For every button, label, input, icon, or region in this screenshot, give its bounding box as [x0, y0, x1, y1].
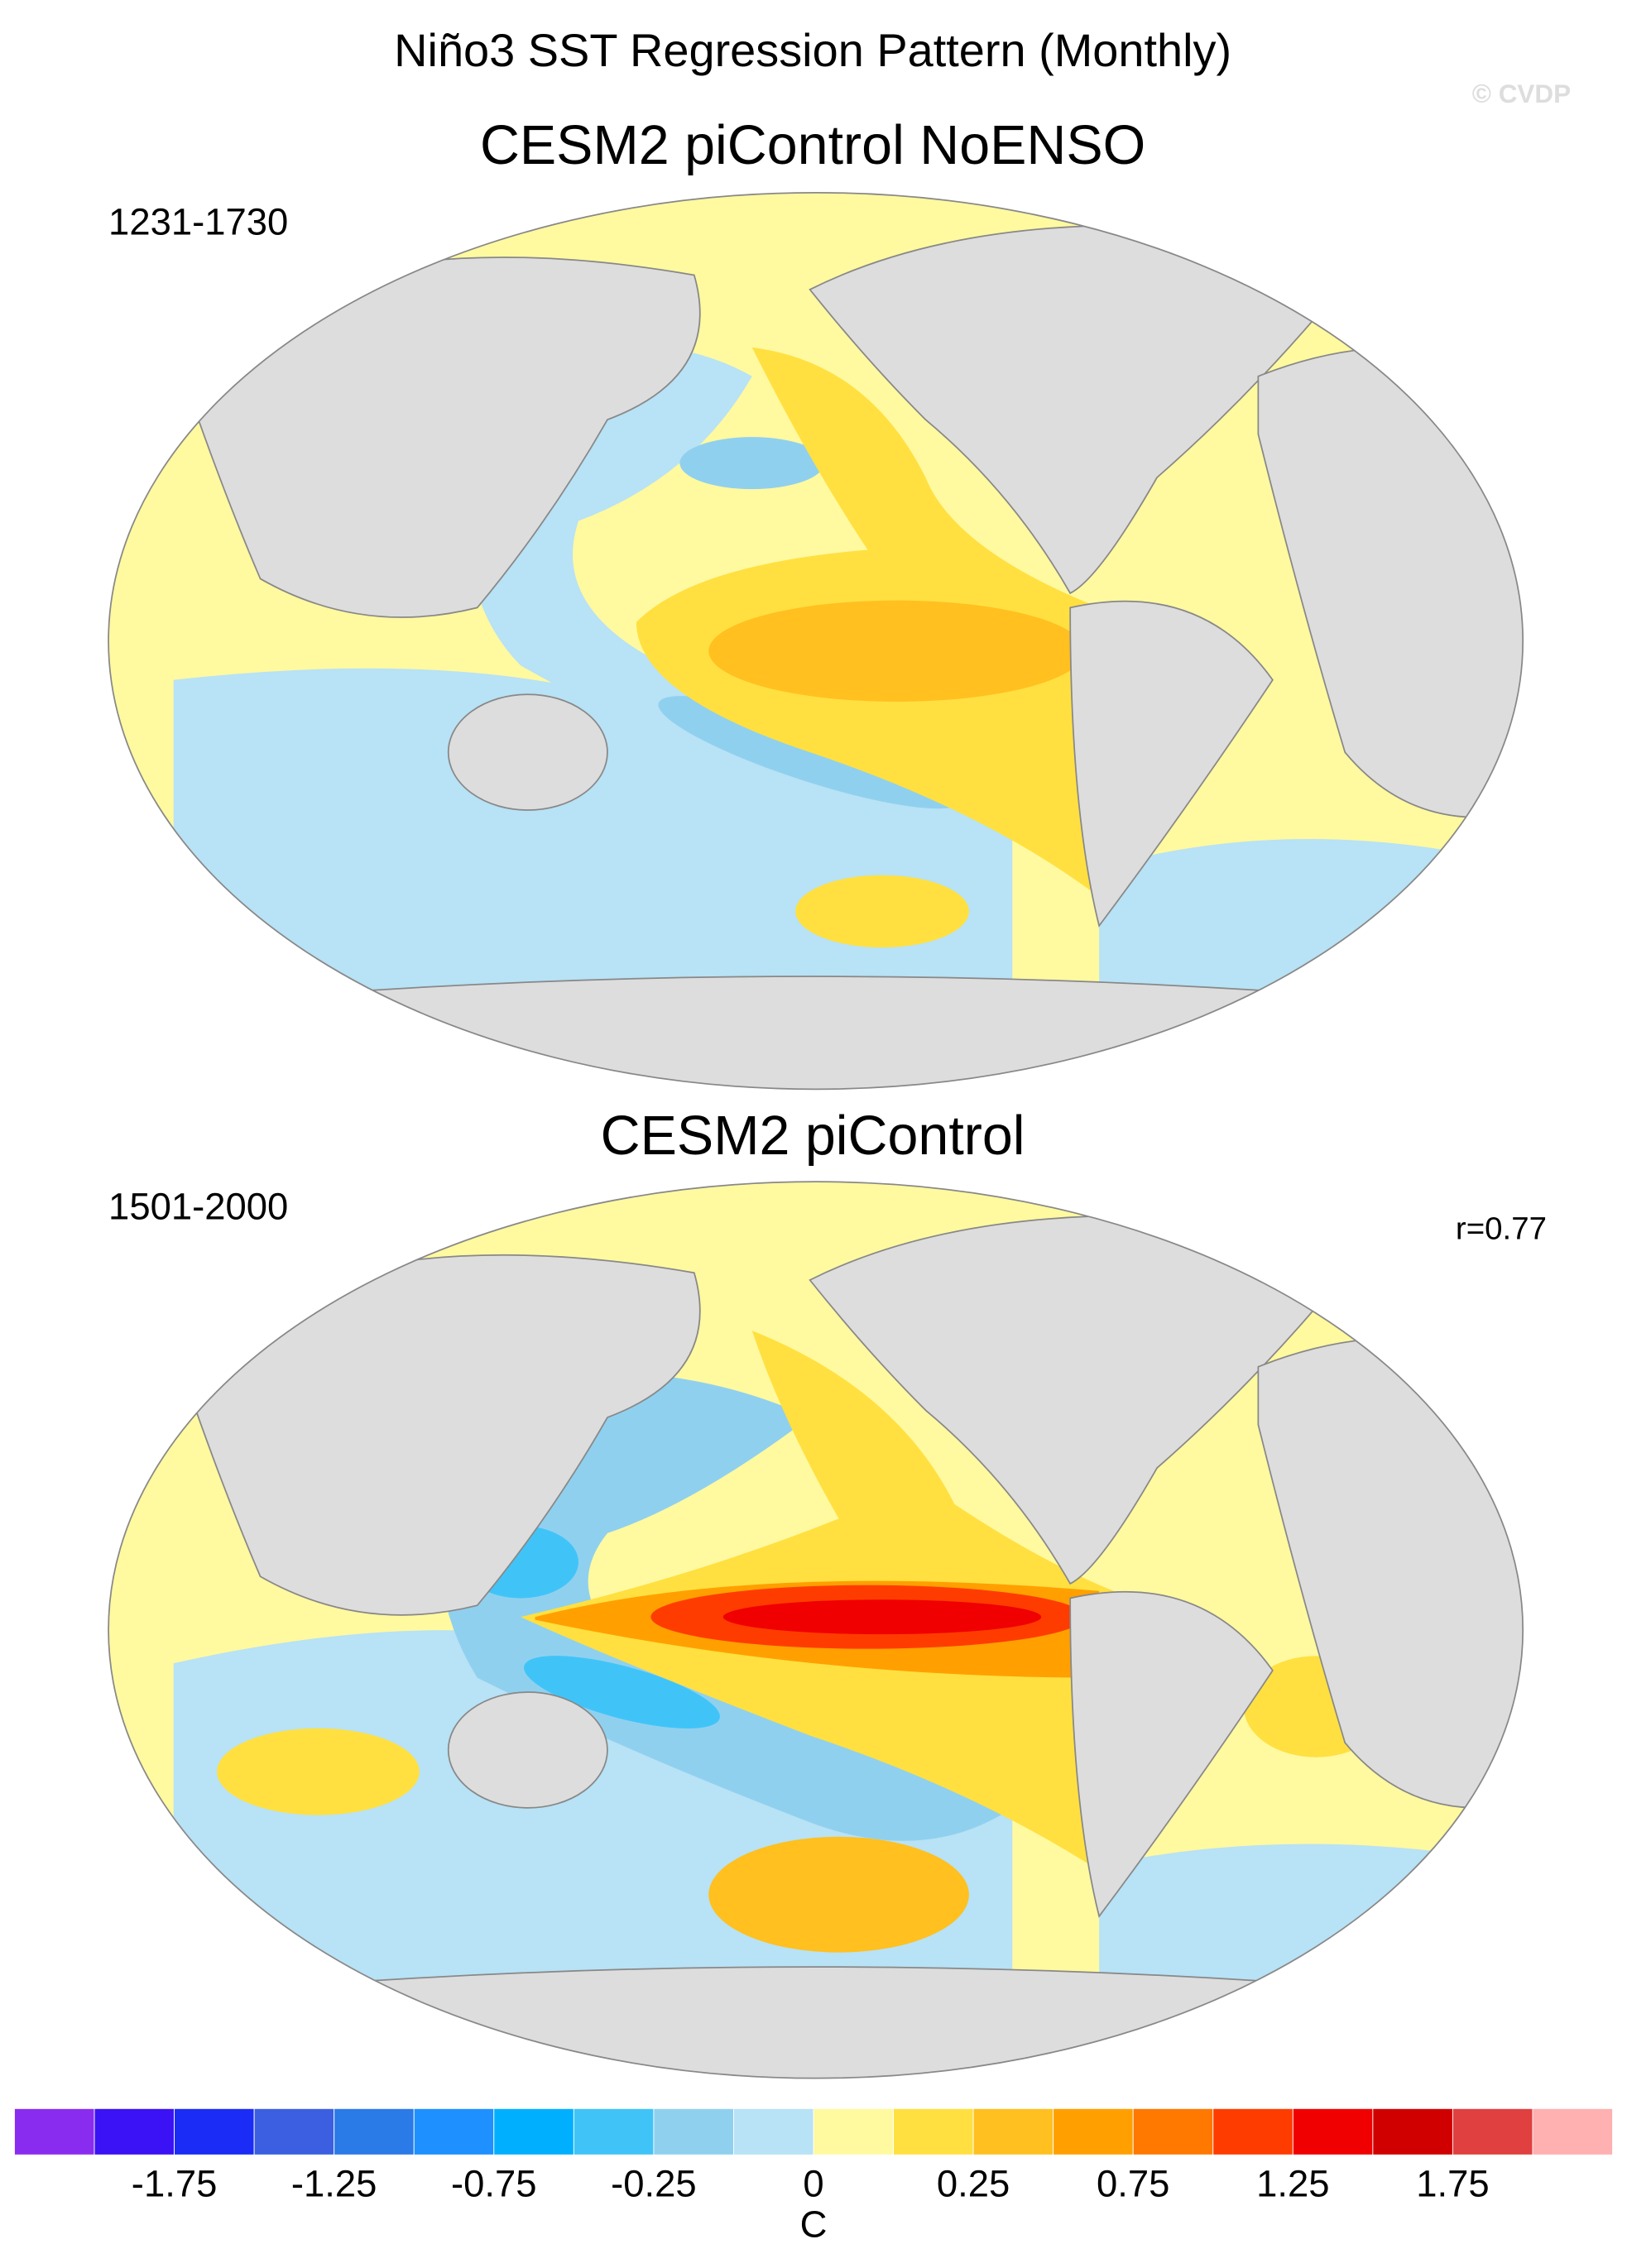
colorbar-unit: C — [800, 2203, 828, 2246]
colorbar-tick-label: 0.25 — [937, 2163, 1010, 2205]
colorbar-tick-label: 0 — [803, 2163, 823, 2205]
correlation-label: r=0.77 — [1456, 1211, 1547, 1247]
colorbar-box — [893, 2107, 974, 2155]
panel-title: CESM2 piControl — [601, 1105, 1025, 1167]
colorbar-box — [813, 2107, 894, 2155]
colorbar-box — [94, 2107, 175, 2155]
panel-period: 1501-2000 — [108, 1185, 288, 1227]
map-outline — [108, 191, 1524, 1091]
colorbar-box — [1452, 2107, 1533, 2155]
panel-title: CESM2 piControl NoENSO — [480, 115, 1145, 176]
map — [108, 1182, 1524, 2079]
colorbar-box — [1212, 2107, 1293, 2155]
colorbar-box — [653, 2107, 734, 2155]
colorbar-box — [14, 2107, 95, 2155]
colorbar-tick-label: -1.75 — [132, 2163, 218, 2205]
colorbar-box — [1372, 2107, 1453, 2155]
colorbar-box — [334, 2107, 415, 2155]
colorbar-box — [972, 2107, 1054, 2155]
colorbar-box — [733, 2107, 814, 2155]
colorbar-box — [493, 2107, 574, 2155]
colorbar-box — [174, 2107, 255, 2155]
map-outline — [108, 1181, 1524, 2079]
colorbar-tick-label: -0.75 — [451, 2163, 537, 2205]
colorbar-tick-label: 1.75 — [1416, 2163, 1489, 2205]
colorbar: -1.75 -1.25 -0.75 -0.25 0 0.25 0.75 1.25 1.75 C — [14, 2107, 1613, 2246]
colorbar-box — [1053, 2107, 1134, 2155]
colorbar-box — [573, 2107, 655, 2155]
colorbar-tick-label: -0.25 — [611, 2163, 697, 2205]
colorbar-tick-label: -1.25 — [291, 2163, 377, 2205]
figure-title: Niño3 SST Regression Pattern (Monthly) — [394, 24, 1231, 76]
watermark: © CVDP — [1472, 79, 1571, 108]
colorbar-box — [253, 2107, 335, 2155]
map — [108, 192, 1524, 1090]
panel-period: 1231-1730 — [108, 200, 288, 242]
colorbar-tick-label: 0.75 — [1097, 2163, 1169, 2205]
colorbar-tick-label: 1.25 — [1256, 2163, 1329, 2205]
colorbar-box — [413, 2107, 495, 2155]
colorbar-box — [1132, 2107, 1214, 2155]
colorbar-box — [1292, 2107, 1374, 2155]
colorbar-box — [1532, 2107, 1613, 2155]
